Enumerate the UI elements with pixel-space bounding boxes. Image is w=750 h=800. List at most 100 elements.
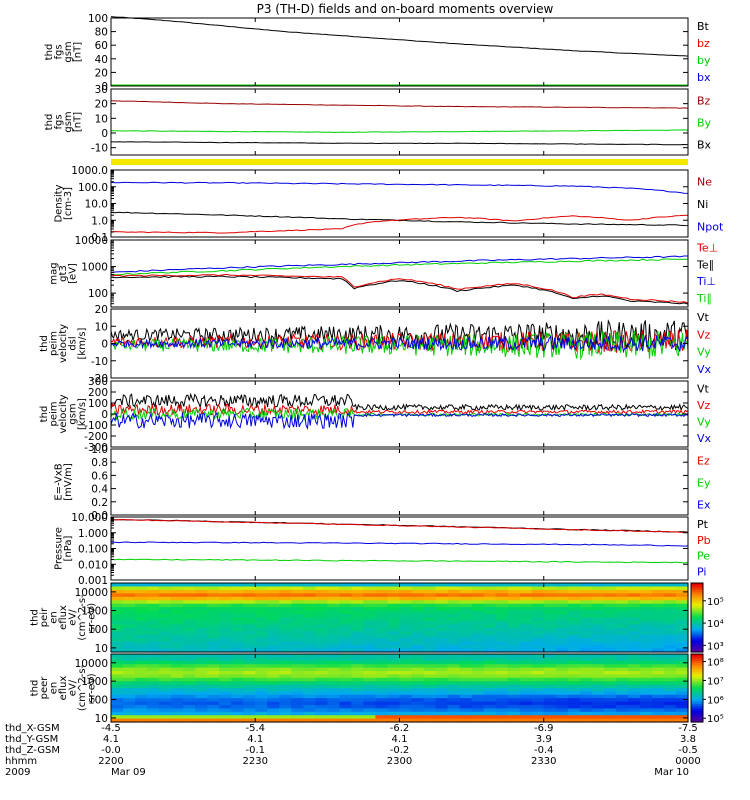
heatmap-cell bbox=[111, 617, 124, 622]
heatmap-cell bbox=[495, 715, 509, 720]
heatmap-cell bbox=[675, 708, 689, 713]
legend-label-Pi: Pi bbox=[697, 565, 706, 578]
heatmap-cell bbox=[195, 715, 208, 720]
heatmap-cell bbox=[651, 698, 665, 703]
heatmap-cell bbox=[495, 684, 509, 689]
colorbar-cell bbox=[691, 703, 703, 707]
heatmap-cell bbox=[159, 698, 172, 703]
heatmap-cell bbox=[471, 681, 485, 686]
heatmap-cell bbox=[495, 620, 509, 625]
colorbar-cell bbox=[691, 663, 703, 666]
heatmap-cell bbox=[435, 667, 449, 672]
heatmap-cell bbox=[291, 667, 304, 672]
heatmap-cell bbox=[135, 654, 148, 658]
heatmap-cell bbox=[627, 718, 641, 723]
heatmap-cell bbox=[135, 674, 148, 679]
heatmap-cell bbox=[615, 660, 629, 665]
heatmap-cell bbox=[399, 641, 413, 646]
heatmap-cell bbox=[351, 614, 365, 619]
heatmap-cell bbox=[327, 674, 340, 679]
heatmap-cell bbox=[291, 684, 304, 689]
heatmap-cell bbox=[339, 614, 353, 619]
heatmap-cell bbox=[267, 624, 280, 629]
y-axis-label: peim bbox=[49, 401, 60, 426]
heatmap-cell bbox=[207, 671, 220, 675]
heatmap-cell bbox=[423, 667, 437, 672]
heatmap-cell bbox=[459, 671, 473, 675]
heatmap-cell bbox=[279, 657, 292, 662]
heatmap-cell bbox=[123, 705, 136, 709]
heatmap-cell bbox=[507, 681, 521, 686]
heatmap-cell bbox=[567, 600, 581, 605]
heatmap-cell bbox=[495, 624, 509, 629]
heatmap-cell bbox=[219, 667, 232, 672]
series-line-Ti∥ bbox=[110, 258, 689, 276]
heatmap-cell bbox=[147, 614, 160, 619]
heatmap-cell bbox=[303, 711, 316, 716]
heatmap-cell bbox=[387, 641, 401, 646]
heatmap-cell bbox=[291, 691, 304, 696]
heatmap-cell bbox=[507, 667, 521, 672]
heatmap-cell bbox=[579, 657, 593, 662]
heatmap-cell bbox=[423, 620, 437, 625]
heatmap-cell bbox=[555, 718, 569, 723]
heatmap-cell bbox=[243, 681, 256, 686]
heatmap-cell bbox=[615, 681, 629, 686]
heatmap-cell bbox=[651, 648, 665, 653]
heatmap-cell bbox=[291, 641, 304, 646]
heatmap-cell bbox=[231, 638, 244, 643]
heatmap-cell bbox=[447, 705, 461, 709]
heatmap-cell bbox=[219, 607, 232, 612]
heatmap-cell bbox=[231, 660, 244, 665]
heatmap-cell bbox=[651, 715, 665, 720]
heatmap-cell bbox=[591, 664, 605, 669]
legend-label-bx: bx bbox=[697, 71, 711, 84]
heatmap-cell bbox=[435, 617, 449, 622]
heatmap-cell bbox=[363, 688, 377, 692]
heatmap-cell bbox=[411, 671, 425, 675]
panel-5: 20100-10-20thdpeimvelocitydsl[km/s]VtVzV… bbox=[39, 304, 712, 385]
heatmap-cell bbox=[519, 708, 533, 713]
heatmap-cell bbox=[123, 641, 136, 646]
heatmap-cell bbox=[147, 645, 160, 650]
heatmap-cell bbox=[603, 617, 617, 622]
heatmap-cell bbox=[279, 671, 292, 675]
heatmap-cell bbox=[435, 681, 449, 686]
colorbar-cell bbox=[691, 681, 703, 685]
heatmap-cell bbox=[303, 657, 316, 662]
heatmap-cell bbox=[339, 596, 353, 601]
heatmap-cell bbox=[111, 674, 124, 679]
heatmap-cell bbox=[195, 607, 208, 612]
y-tick-label: 0.001 bbox=[78, 575, 108, 587]
heatmap-cell bbox=[183, 589, 196, 594]
heatmap-cell bbox=[615, 677, 629, 682]
heatmap-cell bbox=[267, 688, 280, 692]
heatmap-cell bbox=[603, 671, 617, 675]
heatmap-cell bbox=[207, 718, 220, 723]
heatmap-cell bbox=[111, 705, 124, 709]
heatmap-cell bbox=[123, 691, 136, 696]
heatmap-cell bbox=[327, 641, 340, 646]
heatmap-cell bbox=[663, 614, 677, 619]
heatmap-cell bbox=[159, 583, 172, 588]
heatmap-cell bbox=[327, 638, 340, 643]
heatmap-cell bbox=[663, 664, 677, 669]
heatmap-cell bbox=[567, 645, 581, 650]
heatmap-cell bbox=[159, 614, 172, 619]
heatmap-cell bbox=[411, 654, 425, 658]
heatmap-cell bbox=[339, 718, 353, 723]
heatmap-cell bbox=[411, 698, 425, 703]
heatmap-cell bbox=[603, 603, 617, 608]
colorbar-cell bbox=[691, 710, 703, 714]
heatmap-cell bbox=[183, 607, 196, 612]
heatmap-cell bbox=[135, 677, 148, 682]
heatmap-cell bbox=[471, 701, 485, 706]
heatmap-cell bbox=[651, 711, 665, 716]
heatmap-cell bbox=[399, 583, 413, 588]
heatmap-cell bbox=[447, 677, 461, 682]
heatmap-cell bbox=[675, 654, 689, 658]
heatmap-cell bbox=[615, 607, 629, 612]
legend-label-Ey: Ey bbox=[697, 476, 711, 489]
legend-label-Npot: Npot bbox=[697, 220, 724, 233]
heatmap-cell bbox=[291, 638, 304, 643]
